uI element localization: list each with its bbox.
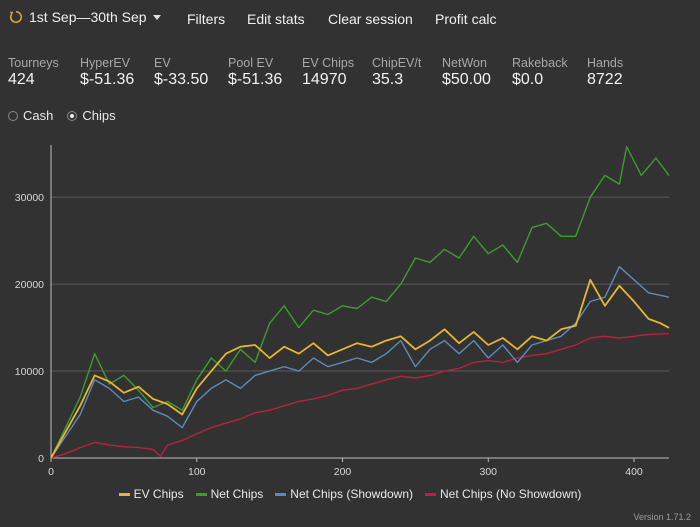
legend-swatch [195, 492, 207, 496]
profit-calc-button[interactable]: Profit calc [435, 11, 497, 27]
series-line-net-chips-showdown [50, 265, 670, 459]
x-tick-label: 200 [334, 466, 352, 478]
x-tick-label: 400 [625, 466, 643, 478]
stat-value: $-33.50 [154, 71, 209, 88]
x-tick-label: 300 [479, 466, 497, 478]
stat-value: $50.00 [442, 71, 491, 88]
stat-label: EV Chips [302, 56, 355, 70]
stat-label: Rakeback [512, 56, 568, 70]
stat-value: 35.3 [372, 71, 404, 88]
stat-value: 424 [8, 71, 35, 88]
y-tick-label: 20000 [15, 279, 44, 291]
chips-graph[interactable]: 0 10000 20000 30000 0 100 200 300 400 [0, 140, 700, 480]
chevron-down-icon [152, 14, 161, 20]
stat-value: $-51.36 [228, 71, 283, 88]
y-tick-label: 0 [38, 453, 44, 465]
y-tick-label: 30000 [15, 192, 44, 204]
stat-label: Pool EV [228, 56, 274, 70]
legend-swatch [275, 492, 287, 496]
stat-label: Hands [587, 56, 624, 70]
legend-label: EV Chips [133, 487, 184, 501]
stat-label: ChipEV/t [372, 56, 422, 70]
clear-session-button[interactable]: Clear session [328, 11, 413, 27]
refresh-icon[interactable] [9, 10, 23, 24]
legend-item-net-chips-no-showdown[interactable]: Net Chips (No Showdown) [425, 487, 581, 501]
stat-label: EV [154, 56, 171, 70]
y-tick-label: 10000 [15, 366, 44, 378]
radio-selected-icon [67, 110, 78, 121]
cash-radio-label: Cash [23, 108, 54, 123]
currency-mode-toggle: Cash Chips [8, 108, 130, 123]
legend-label: Net Chips (No Showdown) [440, 487, 582, 501]
radio-icon [8, 110, 18, 121]
toolbar: 1st Sep—30th Sep Filters Edit stats Clea… [0, 0, 700, 38]
date-range-selector[interactable]: 1st Sep—30th Sep [9, 9, 161, 25]
stat-hyperev: HyperEV $-51.36 [80, 56, 134, 89]
chips-radio[interactable]: Chips [67, 108, 116, 123]
x-tick-label: 100 [188, 466, 206, 478]
legend-item-net-chips-showdown[interactable]: Net Chips (Showdown) [275, 487, 413, 501]
legend-label: Net Chips (Showdown) [290, 487, 414, 501]
legend-swatch [425, 492, 437, 496]
legend-item-net-chips[interactable]: Net Chips [195, 487, 264, 501]
series-line-ev-chips [50, 278, 670, 459]
chart-legend: EV Chips Net Chips Net Chips (Showdown) … [0, 487, 700, 501]
stat-pool-ev: Pool EV $-51.36 [228, 56, 282, 89]
legend-swatch [118, 492, 130, 496]
edit-stats-button[interactable]: Edit stats [247, 11, 305, 27]
stat-label: NetWon [442, 56, 487, 70]
stat-ev: EV $-33.50 [154, 56, 208, 89]
version-label: Version 1.71.2 [633, 512, 691, 522]
stat-hands: Hands 8722 [587, 56, 623, 89]
filters-button[interactable]: Filters [187, 11, 226, 27]
legend-label: Net Chips [210, 487, 264, 501]
stat-value: 14970 [302, 71, 347, 88]
stat-chipev-per-tourney: ChipEV/t 35.3 [372, 56, 421, 89]
series-line-net-chips [50, 145, 670, 459]
x-tick-label: 0 [48, 466, 54, 478]
stat-value: $-51.36 [80, 71, 135, 88]
legend-item-ev-chips[interactable]: EV Chips [118, 487, 184, 501]
cash-radio[interactable]: Cash [8, 108, 53, 123]
stat-ev-chips: EV Chips 14970 [302, 56, 354, 89]
stat-label: Tourneys [8, 56, 59, 70]
stats-bar: Tourneys 424 HyperEV $-51.36 EV $-33.50 … [0, 56, 700, 92]
stat-netwon: NetWon $50.00 [442, 56, 491, 89]
stat-tourneys: Tourneys 424 [8, 56, 59, 89]
date-range-label: 1st Sep—30th Sep [29, 9, 147, 25]
stat-label: HyperEV [80, 56, 131, 70]
series-line-net-chips-no-showdown [50, 333, 670, 459]
chips-radio-label: Chips [82, 108, 116, 123]
stat-value: $0.0 [512, 71, 544, 88]
stat-value: 8722 [587, 71, 623, 88]
stat-rakeback: Rakeback $0.0 [512, 56, 568, 89]
